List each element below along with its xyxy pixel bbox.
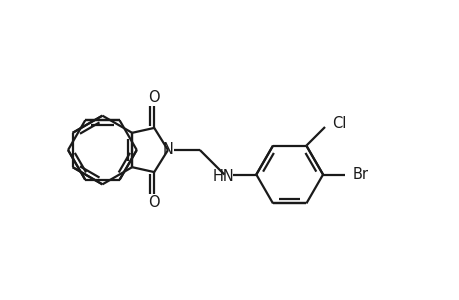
Text: Cl: Cl [331, 116, 346, 130]
Text: HN: HN [212, 169, 234, 184]
Text: Br: Br [352, 167, 368, 182]
Text: O: O [148, 195, 160, 210]
Text: O: O [148, 90, 160, 105]
Text: N: N [162, 142, 173, 158]
